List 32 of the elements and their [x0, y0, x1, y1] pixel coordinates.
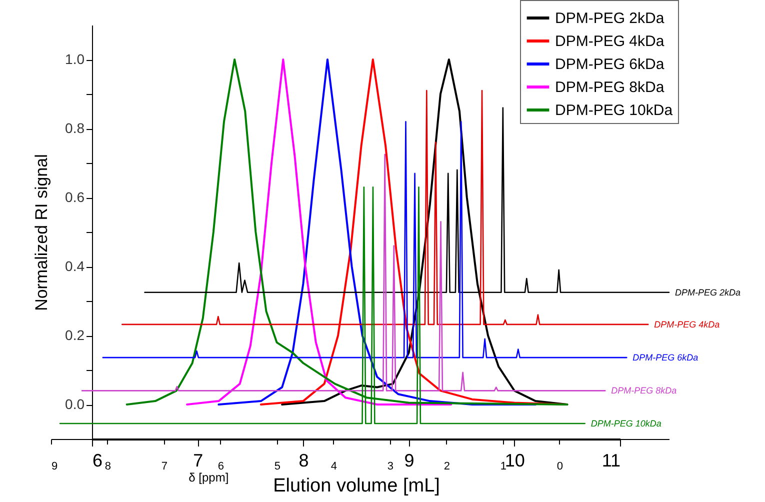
series-label: DPM-PEG 2kDa — [675, 287, 741, 298]
legend-label: DPM-PEG 2kDa — [555, 10, 665, 27]
x-tick-label: 7 — [193, 450, 204, 470]
x2-tick-label: 3 — [387, 460, 394, 472]
x-tick-label: 10 — [504, 450, 525, 470]
series-label: DPM-PEG 8kDa — [611, 386, 677, 396]
series-label: DPM-PEG 10kDa — [590, 418, 662, 428]
x-tick-label: 6 — [92, 450, 103, 470]
y-axis-title: Normalized RI signal — [32, 154, 52, 311]
x2-tick-label: 0 — [556, 460, 563, 472]
legend-label: DPM-PEG 8kDa — [555, 79, 665, 96]
x2-tick-label: 1 — [500, 460, 506, 472]
x-tick-label: 9 — [404, 450, 414, 470]
y-tick-label: 1.0 — [65, 51, 85, 67]
legend-label: DPM-PEG 6kDa — [555, 56, 665, 73]
y-tick-label: 0.2 — [65, 327, 85, 343]
y-tick-label: 0.0 — [65, 396, 85, 412]
x-tick-label: 8 — [298, 450, 309, 470]
legend-label: DPM-PEG 10kDa — [555, 102, 674, 119]
x-axis-title: Elution volume [mL] — [273, 476, 440, 496]
x2-tick-label: 4 — [330, 460, 337, 472]
y-tick-label: 0.8 — [65, 120, 85, 136]
series-label: DPM-PEG 4kDa — [654, 319, 720, 330]
x2-tick-label: 5 — [274, 460, 281, 472]
x-tick-label: 11 — [602, 450, 620, 470]
line-series — [186, 58, 452, 406]
y-tick-label: 0.6 — [65, 189, 85, 205]
y-tick-label: 0.4 — [65, 258, 85, 274]
x2-tick-label: 2 — [444, 460, 450, 472]
series-label: DPM-PEG 6kDa — [632, 352, 698, 363]
legend-label: DPM-PEG 4kDa — [555, 33, 665, 50]
x2-axis-title: δ [ppm] — [188, 470, 229, 484]
